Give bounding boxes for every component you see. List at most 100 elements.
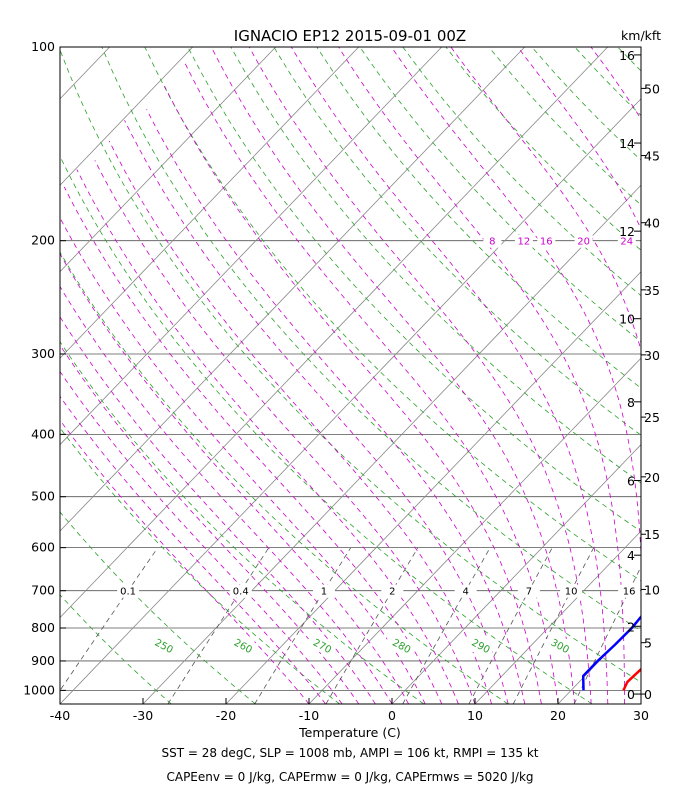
kft-tick-label: 30 bbox=[644, 348, 660, 363]
x-tick-label: 0 bbox=[388, 708, 396, 723]
axes-overlay: -40 -30 -20 -10 0 10 20 30100200300400500600700… bbox=[23, 39, 660, 723]
mixing-ratio-label: 16 bbox=[623, 587, 636, 598]
moist-adiabat-line bbox=[183, 60, 559, 704]
isotherm-line bbox=[60, 47, 359, 359]
dry-adiabat-line bbox=[101, 47, 641, 632]
kft-tick-label: 35 bbox=[644, 283, 660, 298]
mixing-ratio-label: 1 bbox=[321, 587, 327, 598]
moist-adiabat-line bbox=[60, 316, 376, 704]
moist-adiabat-label-bg bbox=[574, 234, 593, 248]
moist-adiabat-line bbox=[290, 47, 609, 704]
dry-adiabat-label-bg bbox=[545, 638, 572, 652]
pressure-tick-label: 800 bbox=[31, 620, 55, 635]
moist-adiabat-label-bg bbox=[483, 234, 502, 248]
dry-adiabat-label-bg bbox=[228, 638, 255, 652]
x-tick-label: -30 bbox=[133, 708, 153, 723]
dry-adiabat-line bbox=[60, 594, 172, 704]
dry-adiabat-line bbox=[60, 155, 593, 704]
mixing-ratio-label: 0.1 bbox=[120, 587, 136, 598]
km-tick-label: 2 bbox=[627, 619, 635, 634]
moist-adiabat-label: 12 bbox=[518, 237, 531, 248]
mixing-ratio-label-bg bbox=[381, 584, 404, 598]
mixing-ratio-label-bg bbox=[312, 584, 335, 598]
moist-adiabat-line bbox=[338, 47, 625, 704]
km-tick-label: 8 bbox=[627, 395, 635, 410]
isotherm-line bbox=[391, 444, 641, 704]
mixing-ratio-line bbox=[468, 547, 553, 704]
kft-tick-label: 5 bbox=[644, 636, 652, 651]
moist-adiabat-line bbox=[76, 169, 459, 704]
pressure-tick-label: 600 bbox=[31, 540, 55, 555]
kft-tick-label: 0 bbox=[644, 687, 652, 702]
moist-adiabat-line bbox=[60, 252, 409, 704]
moist-adiabat-line bbox=[146, 109, 526, 704]
x-tick-label: 20 bbox=[550, 708, 566, 723]
mixing-ratio-label: 4 bbox=[462, 587, 468, 598]
mixing-ratio-label: 0.4 bbox=[233, 587, 249, 598]
kft-tick-label: 20 bbox=[644, 470, 660, 485]
isotherm-line bbox=[60, 47, 193, 186]
km-tick-label: 10 bbox=[619, 312, 635, 327]
mixing-ratio-line bbox=[254, 547, 352, 704]
pressure-tick-label: 700 bbox=[31, 583, 55, 598]
moist-adiabat-line bbox=[124, 120, 509, 704]
mixing-ratio-label-bg bbox=[117, 584, 140, 598]
mixing-ratio-line bbox=[60, 547, 159, 692]
moist-adiabat-label: 24 bbox=[620, 237, 633, 248]
mixing-ratio-label: 2 bbox=[389, 587, 395, 598]
x-axis-label: Temperature (C) bbox=[298, 725, 401, 740]
kft-tick-label: 10 bbox=[644, 582, 660, 597]
x-tick-label: 30 bbox=[633, 708, 649, 723]
plot-frame bbox=[59, 46, 642, 705]
pressure-tick-label: 1000 bbox=[23, 682, 55, 697]
moist-adiabat-line bbox=[248, 47, 592, 704]
chart-title: IGNACIO EP12 2015-09-01 00Z bbox=[234, 27, 466, 45]
moist-adiabat-line bbox=[63, 186, 443, 704]
moist-adiabat-line bbox=[210, 47, 575, 704]
moist-adiabat-label: 8 bbox=[489, 237, 495, 248]
isotherm-line bbox=[60, 98, 641, 704]
dry-adiabat-line bbox=[187, 47, 641, 532]
height-units-label: km/kft bbox=[621, 28, 661, 43]
dry-adiabat-line bbox=[60, 427, 340, 704]
kft-tick-label: 40 bbox=[644, 216, 660, 231]
footer-line-2: CAPEenv = 0 J/kg, CAPErmw = 0 J/kg, CAPE… bbox=[166, 770, 534, 784]
moist-adiabat-label-bg bbox=[537, 234, 556, 248]
isotherm-line bbox=[60, 47, 442, 446]
mixing-ratio-label-bg bbox=[560, 584, 583, 598]
pressure-tick-label: 300 bbox=[31, 346, 55, 361]
kft-tick-label: 50 bbox=[644, 81, 660, 96]
kft-tick-label: 45 bbox=[644, 149, 660, 164]
moist-adiabat-line bbox=[60, 285, 393, 704]
mixing-ratio-label-bg bbox=[454, 584, 477, 598]
dry-adiabat-label-bg bbox=[466, 638, 493, 652]
km-tick-label: 4 bbox=[627, 548, 635, 563]
km-tick-label: 0 bbox=[627, 687, 635, 702]
mixing-ratio-line bbox=[167, 547, 270, 704]
dry-adiabat-label-bg bbox=[149, 638, 176, 652]
mixing-ratio-label-bg bbox=[229, 584, 252, 598]
km-tick-label: 6 bbox=[627, 474, 635, 489]
isotherm-line bbox=[60, 47, 276, 273]
moist-adiabat-line bbox=[94, 160, 476, 704]
moist-adiabat-line bbox=[164, 85, 542, 704]
dry-adiabat-line bbox=[60, 251, 509, 704]
dry-adiabat-label-bg bbox=[307, 638, 334, 652]
kft-tick-label: 25 bbox=[644, 410, 660, 425]
dry-adiabat-line bbox=[60, 341, 425, 704]
dry-adiabat-line bbox=[144, 47, 641, 582]
x-tick-label: 10 bbox=[467, 708, 483, 723]
pressure-tick-label: 400 bbox=[31, 426, 55, 441]
footer-line-1: SST = 28 degC, SLP = 1008 mb, AMPI = 106… bbox=[161, 746, 539, 760]
moist-adiabat-line bbox=[60, 344, 360, 704]
km-tick-label: 12 bbox=[619, 224, 635, 239]
isotherm-line bbox=[60, 47, 525, 532]
isotherm-line bbox=[60, 47, 608, 619]
mixing-ratio-label: 7 bbox=[526, 587, 532, 598]
pressure-tick-label: 200 bbox=[31, 233, 55, 248]
kft-tick-label: 15 bbox=[644, 527, 660, 542]
pressure-tick-label: 900 bbox=[31, 653, 55, 668]
moist-adiabat-label: 20 bbox=[577, 237, 590, 248]
